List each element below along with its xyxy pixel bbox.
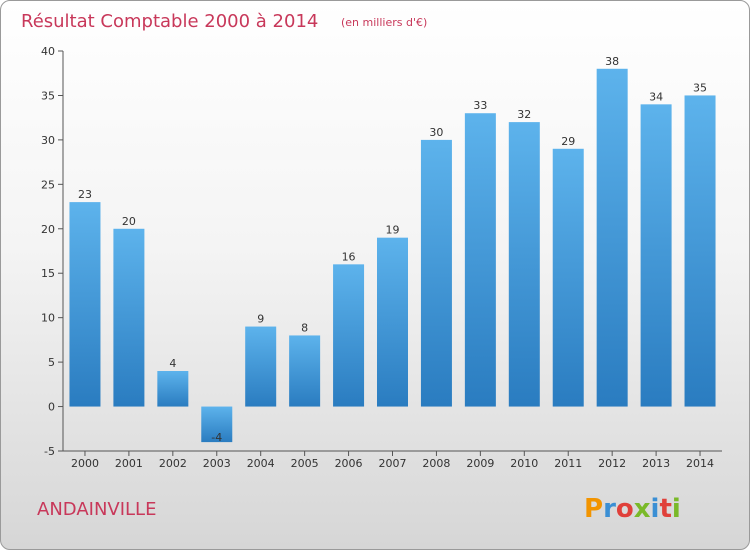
x-tick-label: 2009 [466, 457, 494, 470]
y-axis: -5 0 5 10 15 20 25 30 35 40 [41, 45, 64, 458]
x-tick-label: 2012 [598, 457, 626, 470]
data-label-2000: 23 [78, 188, 92, 201]
y-tick-label: 40 [41, 45, 55, 58]
data-label-2008: 30 [429, 126, 443, 139]
y-tick-label: -5 [44, 445, 55, 458]
data-label-2003: -4 [211, 431, 222, 444]
y-tick-label: 5 [48, 356, 55, 369]
x-tick-label: 2006 [335, 457, 363, 470]
logo-letter: x [634, 494, 651, 524]
x-tick-label: 2014 [686, 457, 714, 470]
bar-2006 [333, 264, 365, 407]
data-label-2014: 35 [693, 81, 707, 94]
bar-2005 [289, 335, 321, 407]
data-label-2011: 29 [561, 135, 575, 148]
bar-2012 [596, 68, 628, 407]
bar-2010 [508, 122, 540, 407]
logo-letter: r [603, 494, 616, 524]
x-tick-label: 2010 [510, 457, 538, 470]
data-label-2009: 33 [473, 99, 487, 112]
data-label-2002: 4 [169, 357, 176, 370]
bar-2008 [420, 139, 452, 407]
data-label-2013: 34 [649, 90, 663, 103]
x-axis: 2000 2001 2002 2003 2004 2005 2006 2007 2008 2009… [63, 450, 722, 470]
bar-2002 [157, 371, 189, 407]
x-tick-label: 2003 [203, 457, 231, 470]
bar-2007 [377, 237, 408, 407]
bar-2003 [201, 406, 233, 443]
y-tick-label: 35 [41, 89, 55, 102]
logo-letter: i [651, 494, 660, 524]
bars [69, 68, 716, 443]
y-tick-label: 30 [41, 134, 55, 147]
chart-title: Résultat Comptable 2000 à 2014 (en milli… [21, 11, 427, 32]
logo-letter: o [616, 494, 634, 524]
y-tick-label: 25 [41, 178, 55, 191]
bar-2011 [552, 148, 584, 407]
proxiti-logo: Proxiti [584, 494, 681, 524]
data-label-2010: 32 [517, 108, 531, 121]
data-label-2005: 8 [301, 321, 308, 334]
data-labels: 23 20 4 -4 9 8 16 19 30 33 32 29 38 34 35 [78, 55, 707, 444]
x-tick-label: 2002 [159, 457, 187, 470]
bar-2000 [69, 202, 101, 407]
x-tick-label: 2005 [291, 457, 319, 470]
x-tick-label: 2011 [554, 457, 582, 470]
bar-2014 [684, 95, 716, 407]
y-tick-label: 0 [48, 401, 55, 414]
x-tick-label: 2000 [71, 457, 99, 470]
x-tick-label: 2001 [115, 457, 143, 470]
bar-2004 [245, 326, 277, 407]
y-tick-label: 20 [41, 223, 55, 236]
x-tick-label: 2007 [379, 457, 407, 470]
data-label-2001: 20 [122, 215, 136, 228]
bar-2001 [113, 228, 145, 407]
data-label-2004: 9 [257, 313, 264, 326]
data-label-2012: 38 [605, 55, 619, 68]
y-tick-label: 10 [41, 312, 55, 325]
logo-letter: t [659, 494, 671, 524]
y-tick-label: 15 [41, 267, 55, 280]
logo-letter: P [584, 494, 603, 524]
x-tick-label: 2013 [642, 457, 670, 470]
chart-title-text: Résultat Comptable 2000 à 2014 [21, 11, 318, 32]
bar-2013 [640, 104, 672, 407]
commune-name: ANDAINVILLE [37, 499, 156, 520]
data-label-2007: 19 [386, 224, 400, 237]
x-tick-label: 2004 [247, 457, 275, 470]
x-tick-label: 2008 [422, 457, 450, 470]
logo-letter: i [672, 494, 681, 524]
bar-2009 [464, 113, 496, 407]
chart-subtitle-text: (en milliers d'€) [341, 16, 427, 29]
logo-text: Proxiti [584, 494, 681, 524]
data-label-2006: 16 [342, 250, 356, 263]
